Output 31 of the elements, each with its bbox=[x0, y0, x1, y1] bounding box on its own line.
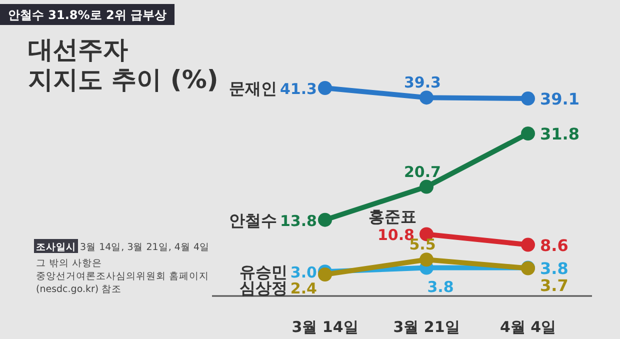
point bbox=[318, 212, 332, 227]
data-label: 41.3 bbox=[280, 80, 317, 98]
data-label: 3.0 bbox=[290, 264, 317, 282]
text: 조사일시 3월 14일, 3월 21일, 4월 4일 bbox=[36, 242, 210, 253]
data-label: 20.7 bbox=[404, 162, 442, 181]
data-label: 39.1 bbox=[540, 90, 580, 109]
point bbox=[420, 90, 434, 105]
point bbox=[521, 126, 535, 141]
series-label: 홍준표 bbox=[368, 207, 416, 226]
point bbox=[521, 238, 535, 252]
point bbox=[318, 81, 332, 95]
x-tick-label: 4월 4일 bbox=[500, 318, 556, 336]
chart-title: 대선주자 지지도 추이 (%) bbox=[28, 35, 218, 94]
point bbox=[420, 180, 434, 194]
data-label: 3.7 bbox=[540, 276, 568, 295]
x-tick-label: 3월 21일 bbox=[393, 318, 460, 336]
data-label: 8.6 bbox=[540, 236, 568, 255]
text: 안철수 31.8%로 2위 급부상 bbox=[8, 8, 167, 22]
data-label: 31.8 bbox=[540, 124, 580, 144]
data-label: 13.8 bbox=[280, 212, 317, 230]
point bbox=[521, 92, 535, 106]
text: 그 밖의 사항은 중앙선거여론조사심의위원회 홈페이지 (nesdc.go.kr) 참조 bbox=[36, 258, 210, 295]
x-tick-label: 3월 14일 bbox=[292, 318, 358, 336]
data-label: 39.3 bbox=[404, 74, 442, 92]
text: 문재인 bbox=[228, 79, 277, 98]
data-label: 2.4 bbox=[290, 280, 317, 298]
point bbox=[318, 267, 332, 282]
data-label: 3.8 bbox=[540, 258, 568, 278]
point bbox=[420, 252, 434, 267]
text: 안철수 bbox=[228, 210, 277, 230]
data-label: 3.8 bbox=[427, 278, 454, 296]
